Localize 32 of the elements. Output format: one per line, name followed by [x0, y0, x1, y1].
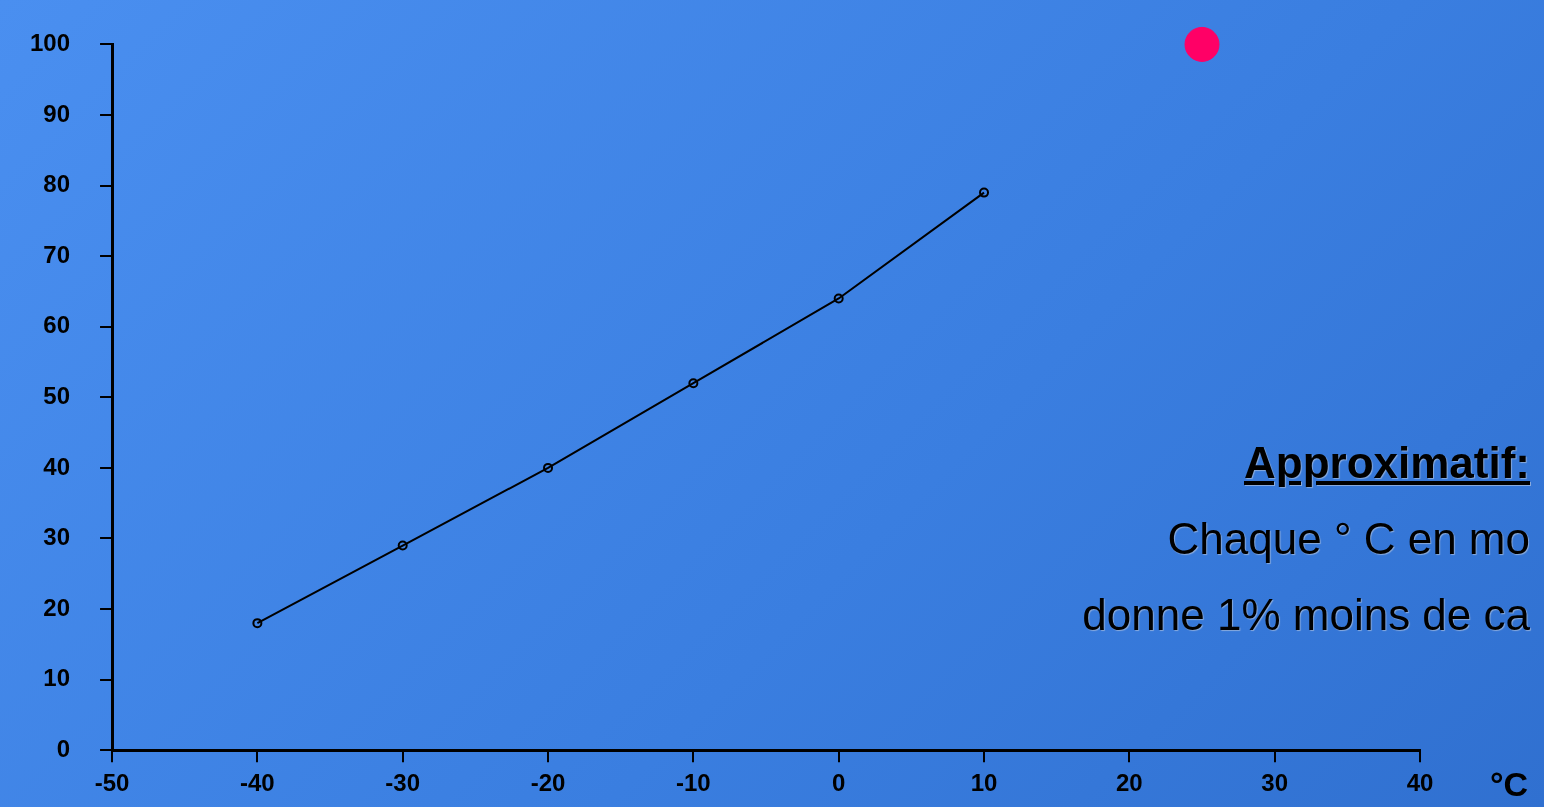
x-tick-label: 20: [1115, 769, 1143, 797]
y-tick-label: 70: [43, 240, 71, 268]
point: [688, 378, 699, 389]
annotation: Approximatif:: [1243, 437, 1530, 489]
x-tick-label: 40: [1406, 769, 1434, 797]
x-tick-label: 10: [970, 769, 998, 797]
annotation: Chaque ° C en mo: [1166, 513, 1530, 565]
y-tick-label: 80: [43, 170, 71, 198]
x-tick-label: -10: [676, 769, 711, 797]
y-tick-label: 50: [43, 381, 71, 409]
y-tick-label: 60: [43, 311, 71, 339]
y-tick-label: 100: [30, 29, 71, 57]
point: [979, 187, 990, 198]
point: [543, 462, 554, 473]
point: [252, 618, 263, 629]
y-tick-label: 30: [43, 523, 71, 551]
x-tick-label: 30: [1261, 769, 1289, 797]
y-tick-label: 40: [43, 452, 71, 480]
annotation: donne 1% moins de ca: [1082, 589, 1530, 641]
x-tick-label: 0: [832, 769, 846, 797]
x-tick-label: -30: [385, 769, 421, 797]
x-axis-title: °C: [1490, 765, 1529, 804]
point: [1184, 26, 1220, 62]
y-tick-label: 90: [43, 99, 71, 127]
x-tick-label: -40: [240, 769, 275, 797]
point: [833, 293, 844, 304]
y-tick-label: 0: [56, 734, 71, 762]
y-tick-label: 20: [43, 593, 71, 621]
x-tick-label: -50: [94, 769, 130, 797]
point: [397, 540, 408, 551]
y-tick-label: 10: [43, 664, 71, 692]
x-tick-label: -20: [530, 769, 566, 797]
